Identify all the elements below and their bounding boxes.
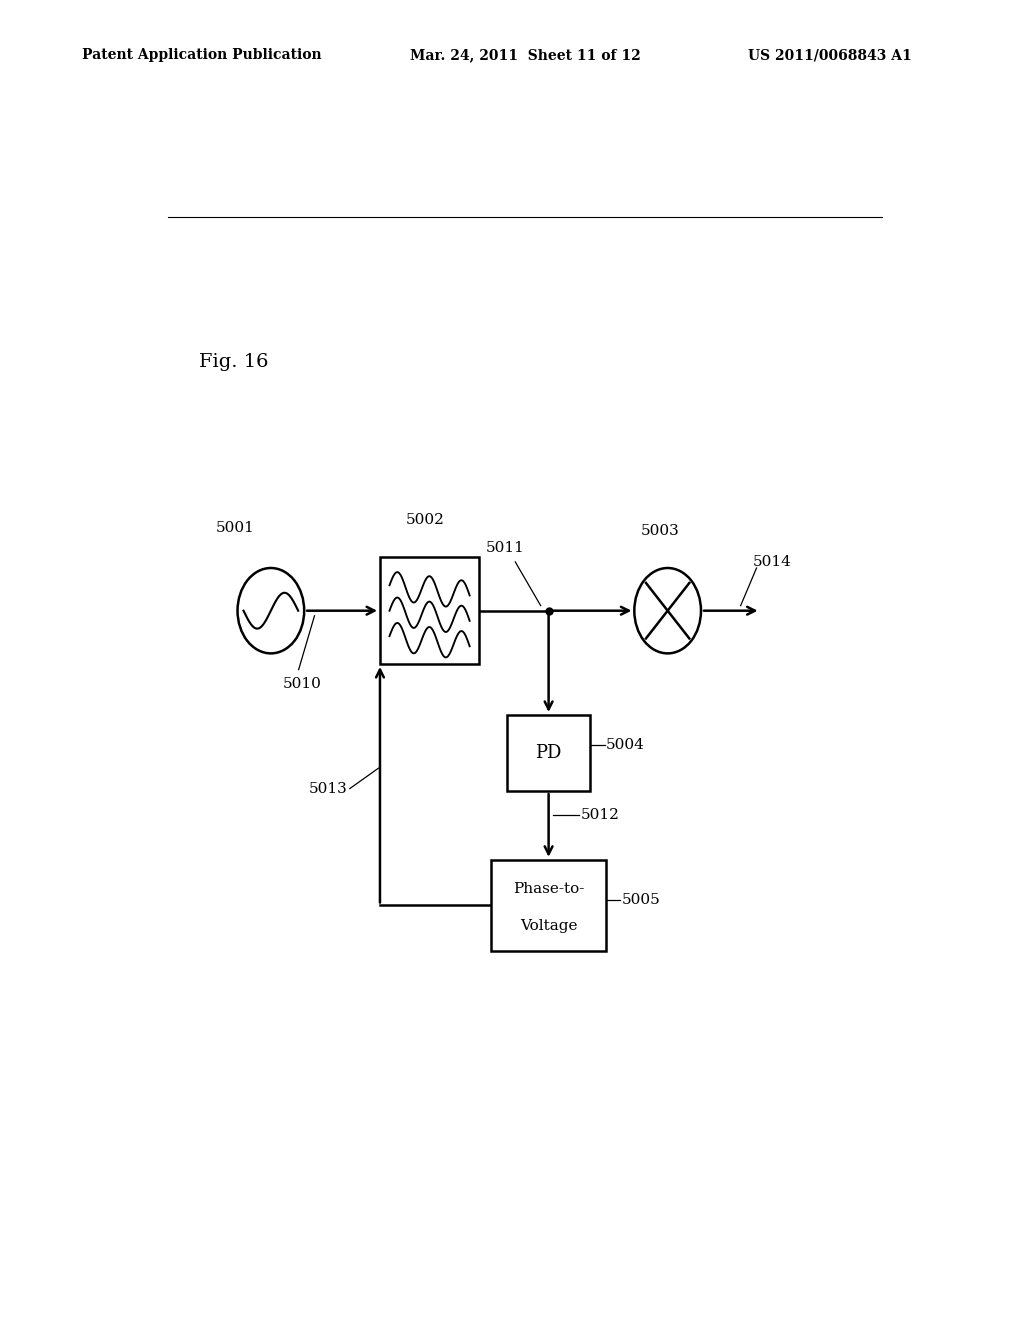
Text: Fig. 16: Fig. 16 <box>200 352 269 371</box>
Circle shape <box>238 568 304 653</box>
Text: 5013: 5013 <box>309 781 348 796</box>
Text: Voltage: Voltage <box>520 919 578 933</box>
Text: 5003: 5003 <box>640 524 679 537</box>
Text: 5014: 5014 <box>753 554 792 569</box>
Text: 5002: 5002 <box>407 513 445 527</box>
Bar <box>507 715 590 791</box>
Circle shape <box>634 568 701 653</box>
Text: 5010: 5010 <box>284 677 322 690</box>
Text: Patent Application Publication: Patent Application Publication <box>82 49 322 62</box>
Bar <box>380 557 479 664</box>
Text: Phase-to-: Phase-to- <box>513 882 585 896</box>
Bar <box>492 859 606 952</box>
Text: 5011: 5011 <box>485 541 524 554</box>
Text: 5012: 5012 <box>581 808 620 822</box>
Text: Mar. 24, 2011  Sheet 11 of 12: Mar. 24, 2011 Sheet 11 of 12 <box>410 49 640 62</box>
Text: US 2011/0068843 A1: US 2011/0068843 A1 <box>748 49 911 62</box>
Text: 5004: 5004 <box>606 738 645 752</box>
Text: 5001: 5001 <box>216 521 255 536</box>
Text: 5005: 5005 <box>622 894 660 907</box>
Text: PD: PD <box>536 744 562 762</box>
